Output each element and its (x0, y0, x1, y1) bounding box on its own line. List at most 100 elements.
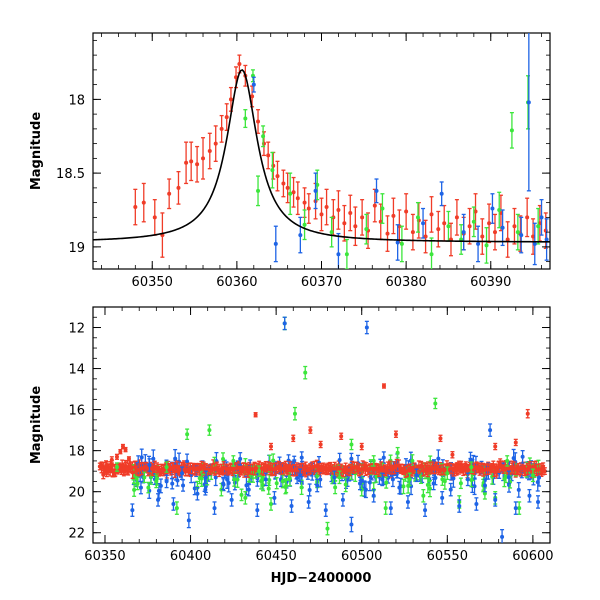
top-y-tick-label: 19 (68, 241, 85, 256)
bottom-green-point (114, 462, 119, 472)
bottom-blue-point (195, 486, 200, 501)
bottom-blue-point (171, 497, 176, 511)
bottom-blue-point (349, 516, 354, 533)
bottom-green-point (505, 455, 510, 467)
bottom-x-tick-label: 60550 (427, 549, 468, 564)
bottom-red-band-point (214, 461, 219, 475)
bottom-blue-point (238, 452, 243, 466)
bottom-x-tick-label: 60450 (255, 549, 296, 564)
bottom-green-point (383, 501, 388, 515)
top-green-point (471, 206, 476, 238)
top-green-point (344, 238, 349, 269)
bottom-green-band-point (132, 482, 137, 497)
top-green-point (509, 112, 514, 149)
top-green-point (446, 210, 451, 242)
bottom-y-tick-label: 16 (68, 404, 85, 419)
bottom-red-band-point (343, 462, 348, 475)
top-x-tick-label: 60370 (301, 275, 342, 290)
bottom-blue-point (298, 468, 303, 483)
bottom-red-point (525, 408, 530, 419)
bottom-red-band-point (288, 461, 293, 473)
bottom-green-band-point (384, 476, 389, 489)
bottom-red-band-point (541, 462, 546, 473)
top-blue-point (313, 172, 318, 210)
bottom-blue-point (156, 493, 161, 507)
bottom-blue-band-point (516, 481, 521, 498)
bottom-red-band-point (272, 462, 277, 476)
bottom-blue-point (465, 472, 470, 487)
top-data-area (93, 33, 550, 269)
top-red-point (410, 213, 415, 251)
bottom-green-band-point (458, 477, 463, 490)
bottom-blue-point (474, 497, 479, 511)
bottom-green-point (349, 438, 354, 451)
top-red-point (467, 207, 472, 245)
bottom-green-point (325, 521, 330, 536)
bottom-red-point (438, 434, 443, 443)
top-red-point (224, 103, 229, 132)
bottom-green-point (407, 472, 412, 487)
top-y-tick-label: 18.5 (56, 167, 85, 182)
top-green-point (497, 191, 502, 229)
bottom-blue-band-point (170, 477, 175, 490)
top-axes: 60350 60360 60370 60380 60390 18 18.5 19 (56, 33, 550, 290)
bottom-green-point (207, 424, 212, 436)
bottom-red-band-point (175, 461, 180, 474)
top-blue-point (273, 225, 278, 263)
bottom-blue-point (358, 476, 363, 491)
top-red-point (319, 197, 324, 232)
bottom-red-band-point (452, 463, 457, 477)
top-red-point (353, 206, 358, 247)
bottom-blue-point (371, 488, 376, 503)
bottom-blue-point (488, 423, 493, 437)
bottom-red-band-point (325, 464, 330, 475)
bottom-green-point (433, 397, 438, 410)
bottom-blue-point (130, 503, 135, 517)
bottom-blue-band-point (307, 483, 312, 497)
bottom-red-band-point (168, 462, 173, 476)
bottom-blue-point (340, 493, 345, 507)
bottom-panel: 60350 60400 60450 60500 60550 60600 12 14 16 18 20… (29, 306, 554, 586)
bottom-blue-point (221, 476, 226, 491)
top-red-point (404, 193, 409, 230)
bottom-red-band-point (150, 463, 155, 477)
top-red-point (306, 193, 311, 224)
bottom-blue-point (289, 499, 294, 513)
bottom-blue-point (397, 480, 402, 495)
bottom-red-band-point (461, 463, 466, 477)
bottom-blue-point (388, 501, 393, 515)
bottom-blue-point (212, 501, 217, 515)
bottom-red-point (381, 383, 386, 389)
bottom-red-band-point (334, 463, 339, 474)
bottom-green-point (517, 501, 522, 515)
top-red-point (256, 109, 261, 134)
top-green-point (515, 213, 520, 251)
bottom-blue-point (332, 470, 337, 485)
top-red-point (133, 188, 138, 226)
bottom-blue-point (493, 493, 498, 507)
bottom-blue-band-point (158, 478, 163, 494)
bottom-red-band-point (206, 464, 211, 475)
bottom-red-band-point (246, 465, 251, 478)
bottom-red-point (126, 456, 131, 462)
bottom-red-point (450, 451, 455, 459)
bottom-red-band-point (237, 460, 242, 473)
bottom-red-band-point (410, 465, 415, 477)
top-green-point (399, 225, 404, 263)
top-red-point (141, 182, 146, 223)
bottom-green-band-point (284, 478, 289, 494)
bottom-red-band-point (383, 464, 388, 477)
top-red-point (391, 197, 396, 235)
bottom-blue-point (282, 316, 287, 331)
bottom-blue-point (440, 491, 445, 505)
bottom-red-band-point (501, 464, 506, 474)
top-red-point (442, 204, 447, 242)
bottom-green-point (257, 465, 262, 477)
bottom-y-tick-label: 20 (68, 486, 85, 501)
bottom-blue-point (229, 493, 234, 507)
bottom-x-tick-label: 60500 (341, 549, 382, 564)
bottom-green-point (185, 428, 190, 441)
top-red-point (189, 141, 194, 182)
top-red-point (492, 213, 497, 251)
